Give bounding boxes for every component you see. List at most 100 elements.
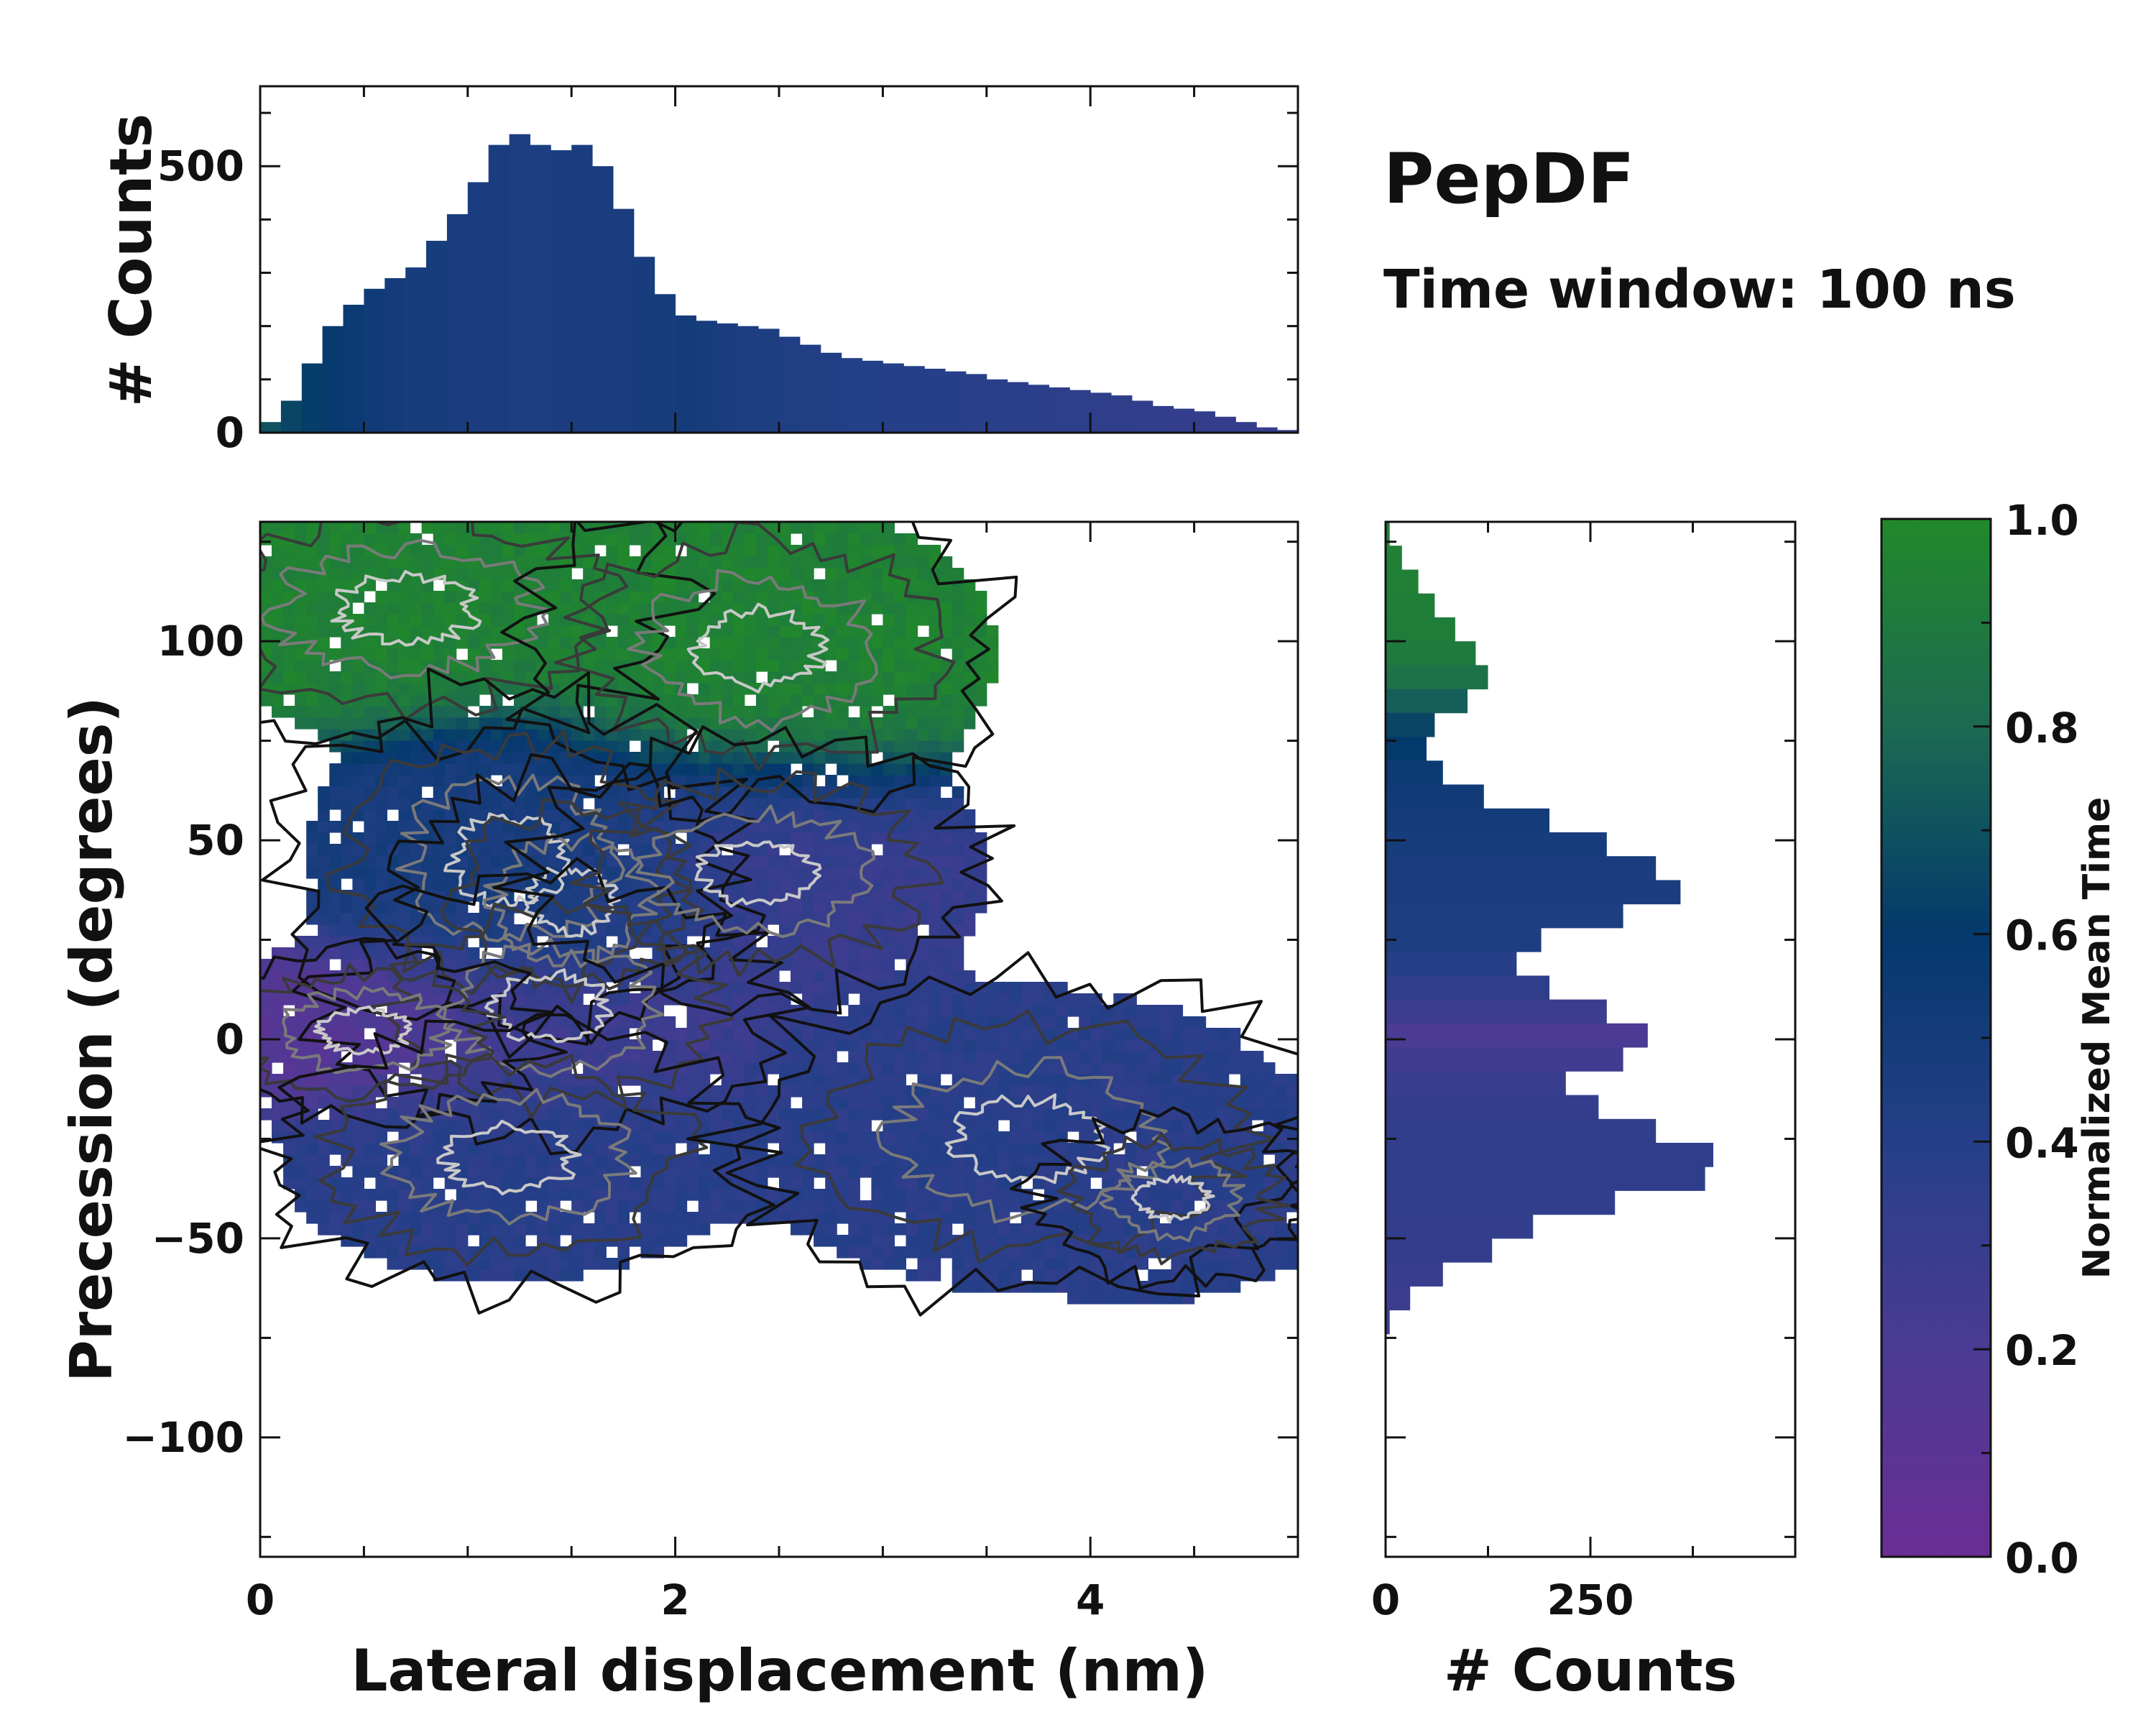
heatmap-cell (1090, 1281, 1102, 1293)
heatmap-cell (837, 614, 849, 626)
heatmap-cell (1102, 1223, 1114, 1236)
heatmap-cell (629, 1120, 641, 1132)
heatmap-cell (917, 683, 930, 695)
heatmap-cell (952, 1212, 964, 1224)
heatmap-cell (640, 1051, 653, 1063)
heatmap-cell (502, 660, 515, 672)
heatmap-cell (410, 844, 423, 856)
heatmap-cell (1021, 982, 1033, 994)
heatmap-cell (560, 694, 572, 707)
heatmap-cell (779, 568, 791, 580)
heatmap-cell (364, 752, 376, 764)
heatmap-cell (456, 729, 469, 741)
heatmap-cell (1009, 1246, 1022, 1259)
heatmap-cell (860, 775, 872, 787)
heatmap-cell (929, 1097, 941, 1109)
heatmap-cell (387, 625, 400, 638)
heatmap-cell (306, 1074, 318, 1086)
right-histogram-bar (1386, 952, 1517, 976)
heatmap-cell (537, 1154, 549, 1167)
top-histogram-bars (260, 134, 1299, 433)
heatmap-cell (629, 1154, 641, 1167)
heatmap-cell (848, 1223, 860, 1236)
heatmap-cell (1251, 1074, 1264, 1086)
heatmap-cell (663, 648, 676, 661)
heatmap-cell (814, 878, 826, 891)
heatmap-cell (1033, 982, 1045, 994)
heatmap-cell (755, 614, 768, 626)
heatmap-cell (456, 890, 469, 902)
heatmap-cell (894, 1166, 906, 1178)
heatmap-cell (318, 694, 330, 707)
heatmap-cell (456, 1223, 469, 1236)
heatmap-cell (617, 1246, 630, 1259)
heatmap-cell (917, 1143, 930, 1155)
heatmap-cell (260, 625, 272, 638)
heatmap-cell (802, 959, 814, 971)
heatmap-cell (318, 1223, 330, 1236)
heatmap-cell (837, 660, 849, 672)
heatmap-cell (272, 556, 284, 569)
heatmap-cell (640, 1223, 653, 1236)
heatmap-cell (871, 970, 883, 983)
heatmap-cell (1228, 1028, 1241, 1040)
heatmap-cell (952, 1039, 964, 1052)
heatmap-cell (548, 591, 561, 603)
heatmap-cell (940, 1062, 953, 1075)
heatmap-cell (652, 1223, 665, 1236)
heatmap-cell (525, 1166, 538, 1178)
heatmap-cell (375, 1189, 387, 1201)
heatmap-cell (917, 1246, 930, 1259)
heatmap-cell (410, 1005, 423, 1017)
heatmap-cell (837, 683, 849, 695)
heatmap-cell (768, 1085, 780, 1098)
heatmap-cell (1263, 1258, 1276, 1270)
heatmap-cell (640, 1212, 653, 1224)
heatmap-cell (283, 993, 295, 1006)
heatmap-cell (421, 1235, 434, 1247)
heatmap-cell (375, 614, 387, 626)
heatmap-cell (1021, 1062, 1033, 1075)
heatmap-cell (260, 637, 272, 649)
heatmap-cell (295, 1166, 307, 1178)
heatmap-cell (709, 648, 722, 661)
heatmap-cell (525, 763, 538, 776)
contour-line (627, 569, 878, 732)
heatmap-cell (940, 947, 953, 960)
heatmap-cell (548, 844, 561, 856)
heatmap-cell (352, 683, 364, 695)
heatmap-cell (1159, 1016, 1172, 1029)
heatmap-cell (260, 1005, 272, 1017)
heatmap-cell (732, 648, 745, 661)
right-x-tick-label: 250 (1547, 1576, 1634, 1624)
heatmap-cell (814, 683, 826, 695)
heatmap-cell (755, 568, 768, 580)
heatmap-cell (986, 1051, 999, 1063)
heatmap-cell (295, 993, 307, 1006)
heatmap-cell (398, 648, 411, 661)
heatmap-cell (883, 545, 895, 557)
heatmap-cell (433, 1120, 446, 1132)
heatmap-cell (802, 890, 814, 902)
heatmap-cell (272, 993, 284, 1006)
contour-line (635, 804, 876, 939)
heatmap-cell (617, 625, 630, 638)
colorbar-tick-label: 0.0 (2005, 1534, 2079, 1583)
heatmap-cell (594, 1051, 607, 1063)
heatmap-cell (652, 993, 665, 1006)
heatmap-cell (686, 993, 699, 1006)
heatmap-cell (952, 844, 964, 856)
heatmap-cell (963, 671, 976, 684)
heatmap-cell (606, 763, 618, 776)
heatmap-cell (698, 1200, 711, 1213)
heatmap-cell (860, 1131, 872, 1144)
heatmap-cell (444, 1258, 457, 1270)
heatmap-cell (894, 855, 906, 868)
heatmap-cell (583, 1246, 595, 1259)
heatmap-cell (1056, 1246, 1068, 1259)
heatmap-cell (906, 637, 918, 649)
heatmap-cell (318, 729, 330, 741)
heatmap-cell (1205, 1051, 1218, 1063)
heatmap-cell (548, 1120, 561, 1132)
heatmap-cell (883, 1074, 895, 1086)
